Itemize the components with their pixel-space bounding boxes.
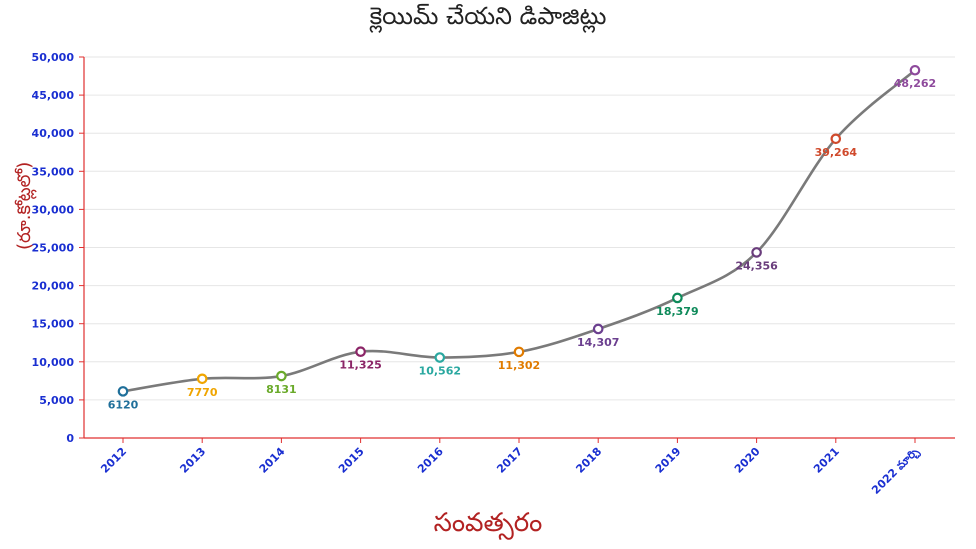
x-tick-label: 2021 (811, 445, 842, 476)
y-tick-label: 0 (66, 432, 74, 445)
data-label: 24,356 (735, 259, 778, 272)
data-point (513, 346, 525, 358)
x-axis-title: సంవత్సరం (433, 508, 543, 538)
data-point (909, 64, 921, 76)
data-label: 7770 (187, 386, 218, 399)
y-tick-label: 35,000 (32, 165, 75, 178)
data-label: 14,307 (577, 336, 619, 349)
x-tick-label: 2014 (257, 445, 288, 476)
x-tick-label: 2019 (653, 445, 684, 476)
data-point (117, 386, 129, 397)
y-tick-label: 50,000 (32, 51, 75, 64)
data-point (751, 247, 762, 258)
data-label: 11,302 (498, 359, 540, 372)
y-tick-label: 25,000 (32, 242, 75, 255)
x-tick-label: 2018 (573, 445, 604, 476)
data-label: 39,264 (815, 146, 858, 159)
data-label: 6120 (108, 398, 139, 411)
x-tick-label: 2015 (336, 445, 367, 476)
y-tick-label: 30,000 (32, 203, 75, 216)
x-tick-label: 2020 (732, 445, 763, 476)
y-tick-label: 15,000 (32, 318, 75, 331)
data-label: 18,379 (656, 305, 698, 318)
data-label: 48,262 (894, 77, 936, 90)
y-tick-label: 10,000 (32, 356, 75, 369)
data-point (830, 133, 842, 145)
y-tick-label: 40,000 (32, 127, 75, 140)
data-point (672, 292, 683, 304)
series-line (122, 69, 916, 393)
data-label: 10,562 (419, 365, 461, 378)
data-point (434, 352, 446, 363)
x-tick-label: 2013 (177, 445, 208, 476)
x-tick-label: 2016 (415, 445, 446, 476)
y-tick-label: 45,000 (32, 89, 75, 102)
data-point (276, 370, 287, 382)
x-tick-label: 2012 (98, 445, 129, 476)
data-point (196, 373, 208, 385)
x-tick-label: 2022 మార్చి (869, 445, 922, 498)
data-label: 11,325 (339, 359, 381, 372)
chart-title: క్లెయిమ్ చేయని డిపాజిట్లు (369, 2, 607, 30)
data-point (355, 346, 366, 358)
data-point (592, 323, 604, 335)
data-label: 8131 (266, 383, 297, 396)
y-tick-label: 5,000 (39, 394, 74, 407)
x-tick-label: 2017 (494, 445, 525, 476)
y-tick-label: 20,000 (32, 280, 75, 293)
